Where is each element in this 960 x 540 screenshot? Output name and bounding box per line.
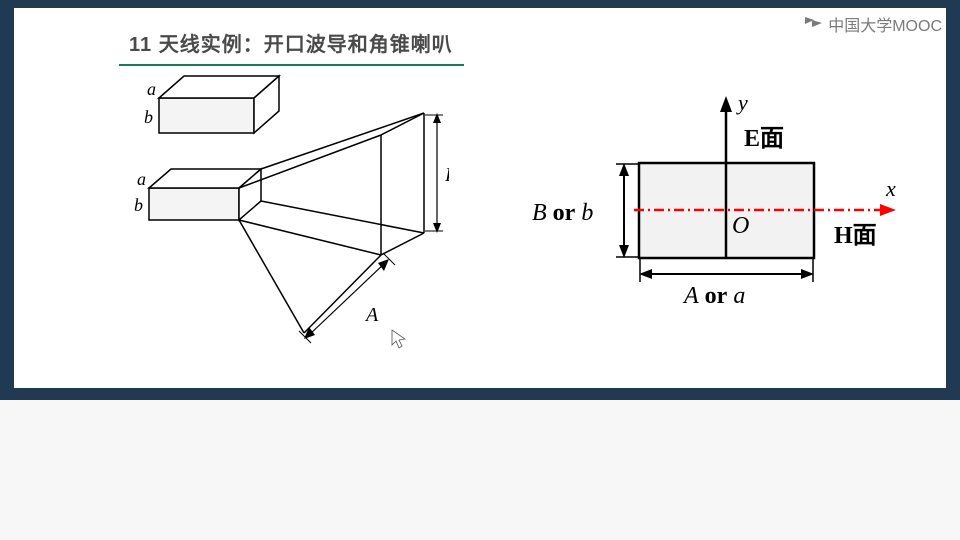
label-H-plane: H面 [834, 223, 877, 249]
label-A: A [364, 304, 379, 326]
watermark: 中国大学MOOC [804, 12, 942, 36]
label-a-small: a [147, 79, 156, 99]
horn-3d-diagram: a b a b [129, 73, 449, 373]
label-O: O [732, 213, 749, 239]
watermark-text: 中国大学MOOC [828, 12, 942, 36]
cursor-icon [392, 330, 405, 348]
label-y-axis: y [736, 90, 748, 115]
label-x-axis: x [885, 176, 896, 201]
label-B: B [445, 164, 449, 186]
flag-icon [804, 16, 824, 32]
slide-heading: 11 天线实例：开口波导和角锥喇叭 [129, 28, 453, 57]
label-Bb: B or b [532, 200, 593, 226]
label-Aa: A or a [682, 283, 745, 309]
label-a-wg: a [137, 169, 146, 189]
bottom-panel [0, 400, 960, 540]
heading-underline [119, 64, 464, 66]
label-b-wg: b [134, 195, 143, 215]
label-E-plane: E面 [744, 126, 784, 152]
slide: 11 天线实例：开口波导和角锥喇叭 a b a b [14, 8, 946, 388]
label-b-small: b [144, 107, 153, 127]
aperture-coord-diagram: y x E面 H面 O B or b [524, 88, 924, 318]
